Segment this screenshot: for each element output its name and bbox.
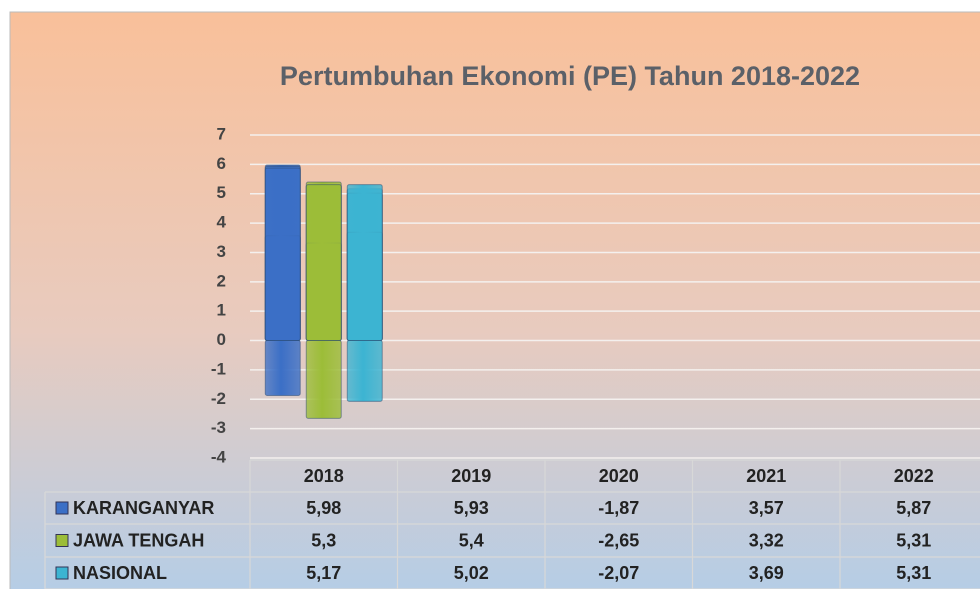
y-tick-label: 7 <box>217 124 226 143</box>
x-tick-label: 2019 <box>451 466 491 486</box>
value-label: 5,3 <box>311 530 336 550</box>
y-tick-label: -2 <box>211 389 226 408</box>
y-tick-label: -1 <box>211 359 226 378</box>
x-tick-label: 2021 <box>746 466 786 486</box>
legend-swatch <box>55 566 69 580</box>
value-label: -2,65 <box>598 530 639 550</box>
legend-label: JAWA TENGAH <box>73 530 204 550</box>
y-tick-label: 2 <box>217 271 226 290</box>
bar <box>264 167 301 342</box>
legend-swatch <box>55 534 69 547</box>
value-label: 5,87 <box>896 498 931 518</box>
value-label: 3,69 <box>749 563 784 583</box>
y-tick-label: 6 <box>217 154 226 173</box>
y-tick-label: -3 <box>211 418 226 437</box>
bar <box>305 184 342 342</box>
bar <box>346 340 383 402</box>
y-tick-label: 0 <box>217 330 226 349</box>
value-label: 5,4 <box>459 530 484 550</box>
bar <box>346 184 383 342</box>
chart-area <box>9 11 980 589</box>
y-tick-label: 4 <box>217 213 227 232</box>
legend-swatch <box>55 501 69 515</box>
value-label: 3,32 <box>749 530 784 550</box>
value-label: -1,87 <box>598 498 639 518</box>
value-label: -2,07 <box>598 563 639 583</box>
y-tick-label: 5 <box>217 183 226 202</box>
value-label: 5,93 <box>454 498 489 518</box>
bar <box>305 340 342 419</box>
legend-label: NASIONAL <box>73 563 167 583</box>
value-label: 5,02 <box>454 563 489 583</box>
x-tick-label: 2020 <box>599 466 639 486</box>
value-label: 5,17 <box>306 563 341 583</box>
legend-label: KARANGANYAR <box>73 498 214 518</box>
bar <box>264 340 301 396</box>
y-tick-label: 3 <box>217 242 226 261</box>
value-label: 5,31 <box>896 530 931 550</box>
value-label: 3,57 <box>749 498 784 518</box>
value-label: 5,31 <box>896 563 931 583</box>
x-tick-label: 2022 <box>894 466 934 486</box>
x-tick-label: 2018 <box>304 466 344 486</box>
chart-title: Pertumbuhan Ekonomi (PE) Tahun 2018-2022 <box>280 61 860 91</box>
y-tick-label: -4 <box>211 447 227 466</box>
value-label: 5,98 <box>306 498 341 518</box>
y-tick-label: 1 <box>217 301 226 320</box>
